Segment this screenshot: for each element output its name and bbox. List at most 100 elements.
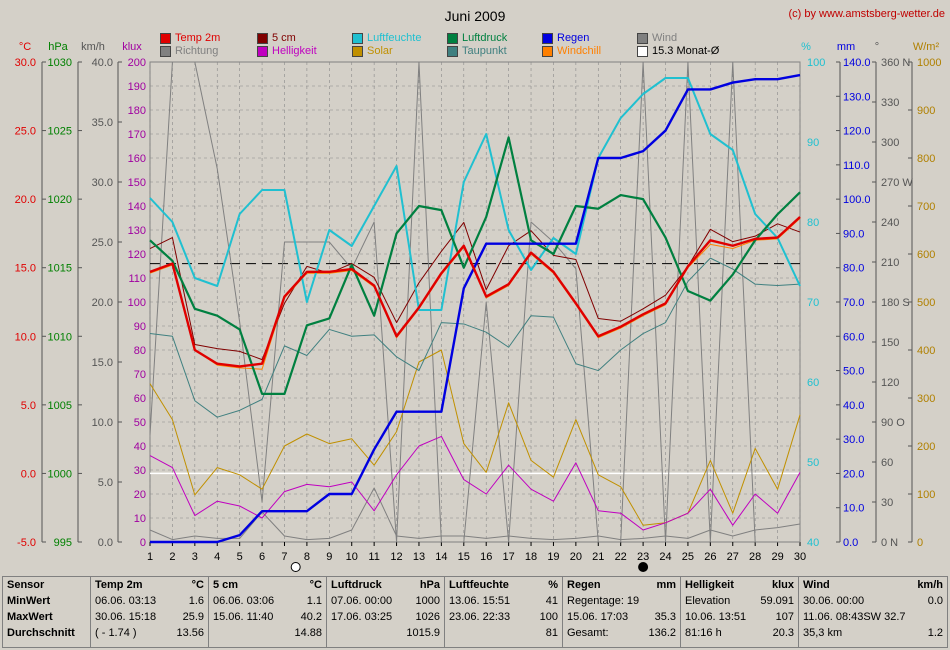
legend-swatch xyxy=(160,32,171,44)
wind-tick-label: 20.0 xyxy=(92,297,113,309)
pressure-tick-label: 1015 xyxy=(48,263,72,275)
stats-header: Luftfeuchte% xyxy=(449,577,558,593)
x-tick-label: 4 xyxy=(214,551,220,563)
stats-max-row: 15.06. 17:03 35.3 xyxy=(567,609,676,625)
full-moon-icon xyxy=(290,562,301,572)
grid xyxy=(149,62,801,542)
lux-tick-label: 40 xyxy=(134,441,146,453)
stats-header: Helligkeit klux xyxy=(685,577,794,593)
stats-avg-row: ( - 1.74 ) 13.56 xyxy=(95,625,204,641)
legend-item: Wind xyxy=(637,32,677,44)
legend-item: Windchill xyxy=(542,45,601,57)
series-temp-2m-line xyxy=(149,216,801,368)
legend-label: Temp 2m xyxy=(175,32,221,44)
solar-tick-label: 900 xyxy=(917,105,935,117)
stats-max-row: 17.06. 03:25 1026 xyxy=(331,609,440,625)
direction-tick-label: 150 xyxy=(881,337,899,349)
x-tick-label: 2 xyxy=(169,551,175,563)
solar-unit-label: W/m² xyxy=(913,41,940,53)
legend-swatch xyxy=(637,45,648,57)
rain-tick-label: 50.0 xyxy=(843,366,864,378)
legend-swatch xyxy=(447,32,458,44)
pressure-tick-label: 1030 xyxy=(48,57,72,69)
legend-item: Solar xyxy=(352,45,393,57)
stats-cell-right: 136.2 xyxy=(648,627,676,639)
legend-item: Helligkeit xyxy=(257,45,317,57)
temp-tick-label: 30.0 xyxy=(15,57,36,69)
stats-cell-right: mm xyxy=(656,579,676,591)
stats-cell-left: 06.06. 03:13 xyxy=(95,595,157,607)
direction-unit-label: ° xyxy=(875,41,879,53)
stats-cell-right: 1015.9 xyxy=(406,627,440,639)
lux-tick-label: 140 xyxy=(128,201,146,213)
stats-cell-left: ( - 1.74 ) xyxy=(95,627,137,639)
lux-tick-label: 0 xyxy=(140,537,146,549)
stats-header: 5 cm °C xyxy=(213,577,322,593)
stats-cell-right: klux xyxy=(771,579,794,591)
lux-tick-label: 10 xyxy=(134,513,146,525)
stats-cell-left: 5 cm xyxy=(213,579,239,591)
stats-column-luftfeuchte: Luftfeuchte% 13.06. 15:51 41 23.06. 22:33 10… xyxy=(445,577,563,647)
stats-cell-left: 07.06. 00:00 xyxy=(331,595,393,607)
pressure-tick-label: 995 xyxy=(54,537,72,549)
rain-tick-label: 0.0 xyxy=(843,537,858,549)
stats-max-row: 15.06. 11:40 40.2 xyxy=(213,609,322,625)
lux-tick-label: 70 xyxy=(134,369,146,381)
lux-tick-label: 200 xyxy=(128,57,146,69)
legend-item: Luftfeuchte xyxy=(352,32,421,44)
x-tick-label: 19 xyxy=(547,551,559,563)
stats-cell-right: 1026 xyxy=(415,611,440,623)
stats-header: Luftdruck hPa xyxy=(331,577,440,593)
x-tick-label: 18 xyxy=(525,551,537,563)
temp-tick-label: 25.0 xyxy=(15,126,36,138)
lux-tick-label: 180 xyxy=(128,105,146,117)
direction-tick-label: 30 xyxy=(881,497,893,509)
stats-avg-row: 81 xyxy=(449,625,558,641)
solar-tick-label: 1000 xyxy=(917,57,941,69)
x-tick-label: 22 xyxy=(615,551,627,563)
legend-label: 5 cm xyxy=(272,32,296,44)
stats-max-row: 30.06. 15:18 25.9 xyxy=(95,609,204,625)
wind-tick-label: 40.0 xyxy=(92,57,113,69)
new-moon-icon xyxy=(638,562,649,572)
lux-tick-label: 170 xyxy=(128,129,146,141)
stats-cell-right: 107 xyxy=(775,611,794,623)
series-taupunkt-line xyxy=(149,257,801,418)
direction-tick-label: 330 xyxy=(881,97,899,109)
stats-cell-left: Temp 2m xyxy=(95,579,143,591)
direction-tick-label: 210 xyxy=(881,257,899,269)
temp-tick-label: 15.0 xyxy=(15,263,36,275)
stats-cell-right: 13.56 xyxy=(176,627,204,639)
copyright-text[interactable]: (c) by www.amstsberg-wetter.de xyxy=(789,8,946,20)
stats-header: Wind km/h xyxy=(803,577,943,593)
legend-swatch xyxy=(160,45,171,57)
solar-tick-label: 400 xyxy=(917,345,935,357)
legend-label: 15.3 Monat-Ø xyxy=(652,45,720,57)
x-tick-label: 3 xyxy=(192,551,198,563)
stats-cell-left: 17.06. 03:25 xyxy=(331,611,393,623)
legend-label: Solar xyxy=(367,45,393,57)
humidity-tick-label: 60 xyxy=(807,377,819,389)
lux-tick-label: 20 xyxy=(134,489,146,501)
wind-unit-label: km/h xyxy=(81,41,105,53)
rain-tick-label: 80.0 xyxy=(843,263,864,275)
stats-cell-right: 25.9 xyxy=(182,611,204,623)
x-tick-label: 16 xyxy=(480,551,492,563)
legend-item: Richtung xyxy=(160,45,218,57)
wind-tick-label: 35.0 xyxy=(92,117,113,129)
stats-header: Temp 2m °C xyxy=(95,577,204,593)
stats-min-row: Elevation 59.091 xyxy=(685,593,794,609)
series-layer xyxy=(149,61,801,544)
wind-tick-label: 25.0 xyxy=(92,237,113,249)
x-tick-label: 10 xyxy=(346,551,358,563)
stats-avg-row: 81:16 h 20.3 xyxy=(685,625,794,641)
x-tick-label: 14 xyxy=(435,551,447,563)
stats-table: Sensor MinWert MaxWert Durchschnitt Temp… xyxy=(2,576,948,648)
legend-swatch xyxy=(257,45,268,57)
stats-labels-column: Sensor MinWert MaxWert Durchschnitt xyxy=(3,577,91,647)
rain-tick-label: 90.0 xyxy=(843,228,864,240)
stats-cell-right: 20.3 xyxy=(772,627,794,639)
lux-tick-label: 130 xyxy=(128,225,146,237)
x-tick-label: 26 xyxy=(704,551,716,563)
stats-min-row: 06.06. 03:06 1.1 xyxy=(213,593,322,609)
